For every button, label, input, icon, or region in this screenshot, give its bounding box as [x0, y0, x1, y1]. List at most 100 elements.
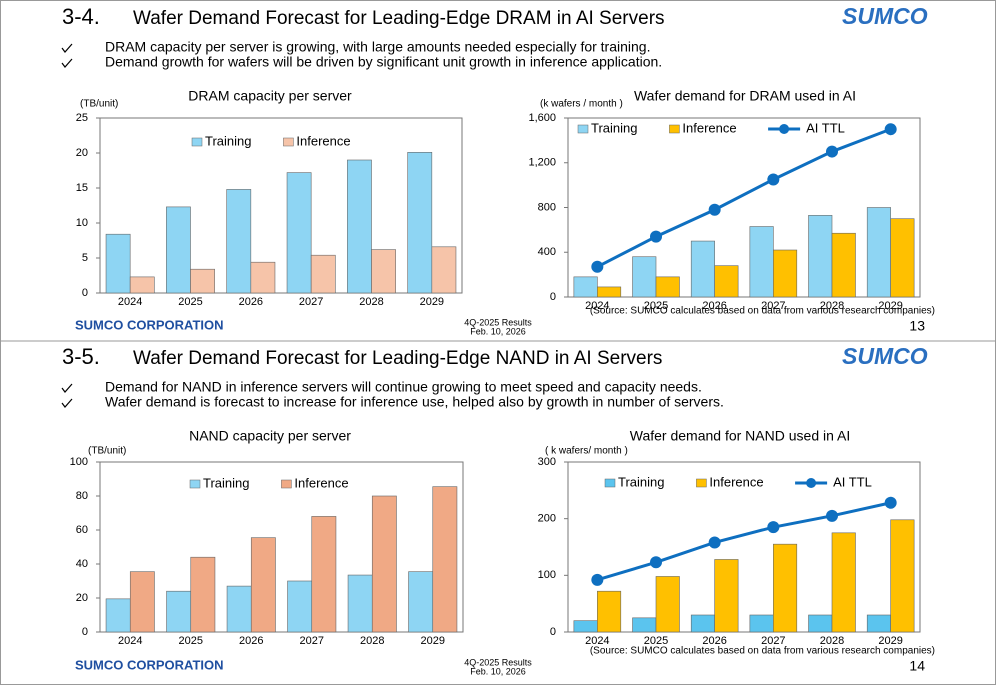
bar [129, 276, 155, 294]
bar [831, 232, 856, 298]
bar [347, 574, 373, 633]
bar [190, 268, 215, 294]
bullet-text: DRAM capacity per server is growing, wit… [105, 39, 650, 55]
x-tick-label: 2026 [702, 635, 726, 647]
source-note: (Source: SUMCO calculates based on data … [590, 306, 935, 317]
x-tick-label: 2028 [820, 635, 844, 647]
bar [655, 576, 680, 633]
y-tick-label: 100 [538, 569, 556, 581]
bullet-text: Wafer demand is forecast to increase for… [105, 394, 724, 410]
x-tick-label: 2029 [878, 635, 902, 647]
y-tick-label: 0 [82, 626, 88, 638]
x-tick-label: 2027 [300, 635, 324, 647]
legend-label: AI TTL [806, 120, 845, 135]
bar [890, 519, 915, 633]
legend-swatch [604, 478, 616, 488]
bar [749, 226, 774, 298]
legend-label: AI TTL [833, 474, 872, 489]
x-tick-label: 2024 [118, 635, 142, 647]
bar [632, 617, 657, 633]
bar [831, 532, 856, 633]
bar [250, 537, 276, 633]
bar [310, 254, 336, 294]
x-tick-label: 2027 [761, 635, 785, 647]
bar [408, 571, 434, 633]
bar [166, 206, 191, 294]
bar [286, 172, 312, 294]
x-tick-label: 2024 [585, 300, 609, 312]
y-tick-label: 1,600 [528, 112, 556, 124]
legend-label: Inference [296, 133, 350, 148]
y-tick-label: 40 [76, 558, 88, 570]
legend-label: Inference [709, 474, 763, 489]
bar [690, 240, 715, 298]
y-tick-label: 300 [538, 456, 556, 468]
logo: SUMCO [842, 3, 928, 29]
plot-frame [567, 461, 921, 633]
y-tick-label: 400 [538, 246, 556, 258]
x-tick-label: 2029 [878, 300, 902, 312]
legend-swatch [806, 478, 817, 488]
bar [573, 620, 598, 633]
bar [714, 265, 739, 298]
x-tick-label: 2024 [118, 296, 142, 308]
y-tick-label: 20 [76, 147, 88, 159]
page-number: 14 [909, 658, 925, 674]
legend-swatch [281, 479, 292, 489]
bar [311, 516, 337, 633]
bar [105, 598, 131, 633]
bar [250, 261, 276, 294]
line [596, 501, 891, 582]
line-point [884, 123, 897, 136]
legend-swatch [577, 124, 589, 134]
bar [890, 218, 915, 298]
plot-frame [567, 117, 921, 298]
legend-label: Training [203, 475, 249, 490]
check-icon [61, 58, 73, 68]
x-tick-label: 2026 [239, 296, 263, 308]
plot-frame [99, 461, 464, 633]
line [596, 127, 892, 269]
x-tick-label: 2026 [239, 635, 263, 647]
line-point [884, 496, 897, 509]
y-tick-label: 60 [76, 524, 88, 536]
axis-unit: ( k wafers/ month ) [545, 446, 628, 457]
y-tick-label: 10 [76, 217, 88, 229]
footer-date: Feb. 10, 2026 [470, 666, 526, 676]
slide-number: 3-5. [62, 344, 100, 369]
legend-label: Training [205, 133, 251, 148]
bar [166, 590, 192, 633]
x-tick-label: 2027 [299, 296, 323, 308]
footer-date: Feb. 10, 2026 [470, 326, 526, 336]
x-tick-label: 2025 [178, 296, 202, 308]
bar [431, 246, 457, 294]
y-tick-label: 100 [70, 456, 88, 468]
slide-title: Wafer Demand Forecast for Leading-Edge N… [133, 348, 662, 369]
bar [773, 249, 798, 298]
check-icon [61, 398, 73, 408]
axis-unit: (k wafers / month ) [540, 99, 623, 110]
axis-unit: (TB/unit) [80, 99, 118, 110]
x-tick-label: 2029 [420, 296, 444, 308]
bar [690, 614, 715, 633]
check-icon [61, 43, 73, 53]
x-tick-label: 2029 [421, 635, 445, 647]
bar [226, 189, 252, 294]
bar [129, 571, 155, 633]
bullet-text: Demand for NAND in inference servers wil… [105, 379, 702, 395]
bar [371, 249, 396, 294]
legend-label: Training [618, 474, 664, 489]
footer-company: SUMCO CORPORATION [75, 657, 224, 672]
check-icon [61, 383, 73, 393]
legend-swatch [191, 137, 203, 147]
bar [632, 256, 657, 298]
slide-title: Wafer Demand Forecast for Leading-Edge D… [133, 8, 665, 29]
footer-company: SUMCO CORPORATION [75, 317, 224, 332]
line-point [708, 536, 721, 549]
x-tick-label: 2025 [644, 300, 668, 312]
line-point [767, 173, 780, 186]
line-point [650, 230, 662, 243]
y-tick-label: 0 [550, 626, 556, 638]
source-note: (Source: SUMCO calculates based on data … [590, 646, 935, 657]
y-tick-label: 80 [76, 490, 88, 502]
